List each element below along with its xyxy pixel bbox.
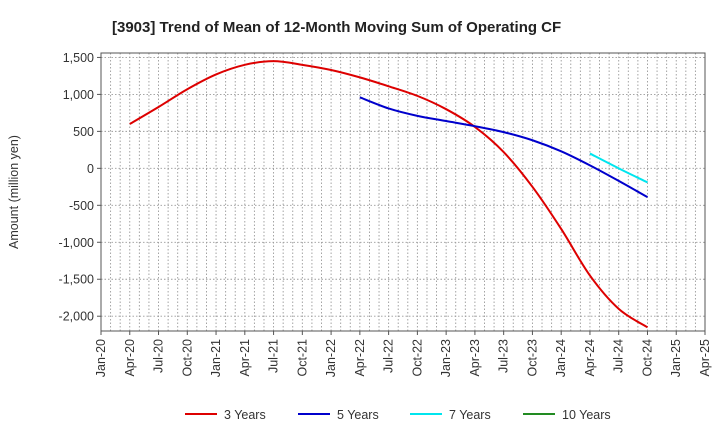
legend-label-3-years: 3 Years [224,408,266,422]
x-tick-label: Oct-24 [640,339,654,377]
x-tick-label: Jul-24 [612,339,626,373]
x-tick-label: Apr-23 [468,339,482,377]
y-tick-label: -1,500 [59,273,94,287]
y-tick-label: 500 [73,125,94,139]
x-tick-label: Apr-22 [353,339,367,377]
x-tick-label: Jul-21 [267,339,281,373]
y-tick-label: 0 [87,162,94,176]
grid [100,53,706,331]
x-tick-label: Apr-24 [583,339,597,377]
legend-label-5-years: 5 Years [337,408,379,422]
x-tick-label: Jan-24 [554,339,568,377]
series-lines [129,60,649,329]
series-line-3-years [129,60,649,329]
y-tick-label: -1,000 [59,236,94,250]
x-tick-label: Oct-20 [180,339,194,377]
y-tick-label: -500 [69,199,94,213]
x-axis-ticks: Jan-20 Apr-20 Jul-20 Oct-20 Jan-21 Apr-21 Jul-… [94,331,712,377]
x-tick-label: Jan-25 [669,339,683,377]
legend-label-7-years: 7 Years [449,408,491,422]
chart-title: [3903] Trend of Mean of 12-Month Moving … [112,19,561,36]
x-tick-label: Apr-20 [123,339,137,377]
y-tick-label: -2,000 [59,310,94,324]
x-tick-label: Apr-25 [698,339,712,377]
x-tick-label: Jul-23 [497,339,511,373]
plot-frame [100,52,706,332]
series-line-5-years [359,96,648,199]
x-tick-label: Oct-23 [525,339,539,377]
x-tick-label: Jul-22 [382,339,396,373]
y-tick-label: 1,000 [63,88,94,102]
legend: 3 Years 5 Years 7 Years 10 Years [185,408,611,422]
series-line-7-years [589,152,648,184]
y-axis-ticks: 1,500 1,000 500 0 -500 -1,000 -1,500 -2,000 [59,51,101,324]
x-tick-label: Jul-20 [152,339,166,373]
x-tick-label: Jan-20 [94,339,108,377]
y-tick-label: 1,500 [63,51,94,65]
y-axis-label: Amount (million yen) [7,135,21,249]
x-tick-label: Jan-21 [209,339,223,377]
x-tick-label: Oct-21 [295,339,309,377]
x-tick-label: Jan-23 [439,339,453,377]
legend-label-10-years: 10 Years [562,408,611,422]
x-tick-label: Oct-22 [410,339,424,377]
x-tick-label: Jan-22 [324,339,338,377]
x-tick-label: Apr-21 [238,339,252,377]
